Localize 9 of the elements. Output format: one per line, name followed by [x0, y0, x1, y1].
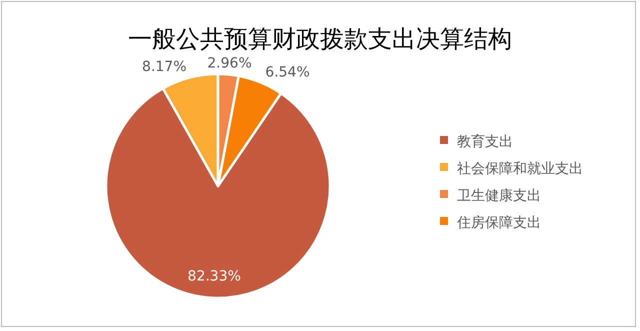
- data-label: 6.54%: [265, 64, 310, 80]
- legend-label: 社会保障和就业支出: [457, 161, 583, 177]
- data-label: 2.96%: [207, 56, 252, 72]
- legend-label: 卫生健康支出: [457, 188, 541, 204]
- legend-label: 教育支出: [457, 133, 513, 150]
- data-label: 8.17%: [142, 59, 187, 76]
- chart-title: 一般公共预算财政拨款支出决算结构: [128, 25, 512, 53]
- data-label: 82.33%: [188, 268, 241, 285]
- legend-label: 住房保障支出: [456, 215, 541, 231]
